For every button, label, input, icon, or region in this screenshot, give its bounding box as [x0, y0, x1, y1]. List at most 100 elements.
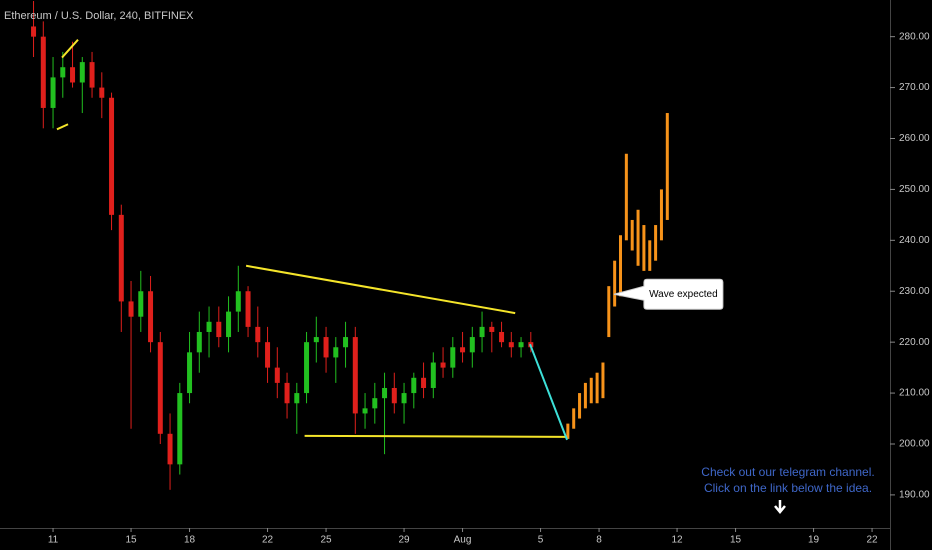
projection-bar	[613, 260, 617, 307]
candle-body	[440, 362, 446, 368]
candle-body	[118, 214, 124, 302]
candle-body	[411, 377, 417, 394]
callout-box	[613, 278, 724, 310]
candle-body	[157, 342, 163, 434]
plot-area: Wave expected Check out our telegram chan…	[31, 1, 875, 514]
candle-body	[31, 26, 37, 37]
x-tick-label: 18	[184, 535, 196, 546]
candle-body	[450, 347, 456, 368]
candle-body	[304, 342, 310, 394]
candle-body	[430, 362, 436, 388]
candle-body	[50, 77, 56, 108]
candle-body	[274, 367, 280, 383]
candle-body	[167, 433, 173, 465]
candle-body	[421, 377, 427, 388]
candle-body	[333, 347, 339, 358]
projection-bar	[636, 209, 640, 266]
candle-body	[206, 321, 212, 332]
y-tick-label: 210.00	[899, 388, 930, 399]
projection-bar	[619, 235, 623, 297]
x-tick-label: 8	[596, 535, 602, 546]
y-tick-label: 230.00	[899, 286, 930, 297]
candle-body	[60, 67, 66, 78]
candle-body	[79, 62, 85, 83]
candle-body	[343, 337, 349, 348]
projection-bar	[589, 377, 593, 404]
candle-body	[372, 398, 378, 409]
x-tick-label: 5	[538, 535, 544, 546]
trendline	[61, 39, 79, 59]
candle-body	[99, 87, 105, 98]
candle-body	[265, 342, 271, 368]
y-tick-label: 240.00	[899, 235, 930, 246]
candle-body	[518, 342, 524, 348]
x-tick-label: 12	[671, 535, 683, 546]
candle-body	[479, 326, 485, 338]
candle-body	[469, 337, 475, 353]
candle-body	[313, 337, 319, 343]
x-tick-label: 29	[398, 535, 410, 546]
candle-body	[391, 387, 397, 404]
x-tick-label: Aug	[454, 535, 472, 546]
projection-bar	[572, 408, 576, 429]
projection-bar	[654, 225, 658, 261]
candle-body	[255, 326, 261, 343]
candle-body	[148, 291, 154, 343]
projection-bar	[566, 423, 570, 439]
projection-bar	[642, 225, 646, 271]
x-tick-label: 22	[866, 535, 878, 546]
x-tick-label: 19	[808, 535, 820, 546]
y-tick-label: 190.00	[899, 490, 930, 501]
callout-text: Wave expected	[649, 289, 718, 300]
projection-bar	[648, 240, 652, 271]
candle-body	[508, 342, 514, 348]
projection-bar	[578, 393, 582, 419]
projection-bar	[583, 382, 587, 409]
candle-body	[177, 393, 183, 465]
candle-body	[109, 97, 115, 215]
x-tick-label: 11	[48, 535, 59, 546]
y-tick-label: 270.00	[899, 82, 930, 93]
projection-bar	[624, 153, 628, 241]
candle-body	[460, 347, 466, 353]
candle-body	[89, 62, 95, 88]
candle-body	[128, 301, 134, 317]
candle-body	[352, 337, 358, 414]
candle-body	[401, 393, 407, 404]
candle-body	[382, 387, 388, 399]
candle-body	[40, 36, 46, 108]
projection-bar	[595, 372, 599, 404]
candle-body	[196, 331, 202, 353]
down-arrow	[774, 500, 786, 514]
y-tick-label: 200.00	[899, 439, 930, 450]
chart-title: Ethereum / U.S. Dollar, 240, BITFINEX	[4, 10, 194, 22]
candle-body	[216, 321, 222, 338]
candle-body	[235, 291, 241, 312]
projection-bar	[607, 286, 611, 338]
trendline	[304, 434, 566, 438]
y-tick-label: 220.00	[899, 337, 930, 348]
projection-bar	[665, 113, 669, 220]
candle-body	[284, 382, 290, 404]
candle-body	[499, 331, 505, 343]
candle-body	[187, 352, 193, 394]
axes: 190.00 200.00 210.00 220.00 230.00 240.00 250.…	[48, 31, 930, 545]
candle-body	[70, 67, 76, 83]
promo-text: Check out our telegram channel.	[701, 465, 874, 479]
x-tick-label: 15	[125, 535, 137, 546]
trendline	[56, 123, 69, 131]
y-tick-label: 250.00	[899, 184, 930, 195]
projection-bar	[630, 219, 634, 251]
candle-body	[489, 326, 495, 332]
projection-bar	[659, 189, 663, 241]
candle-body	[323, 337, 329, 358]
y-tick-label: 280.00	[899, 31, 930, 42]
candle-body	[226, 311, 232, 338]
trendline	[529, 343, 569, 441]
x-tick-label: 22	[262, 535, 274, 546]
promo-text: Click on the link below the idea.	[704, 481, 872, 495]
x-tick-label: 25	[320, 535, 332, 546]
x-tick-label: 15	[730, 535, 742, 546]
